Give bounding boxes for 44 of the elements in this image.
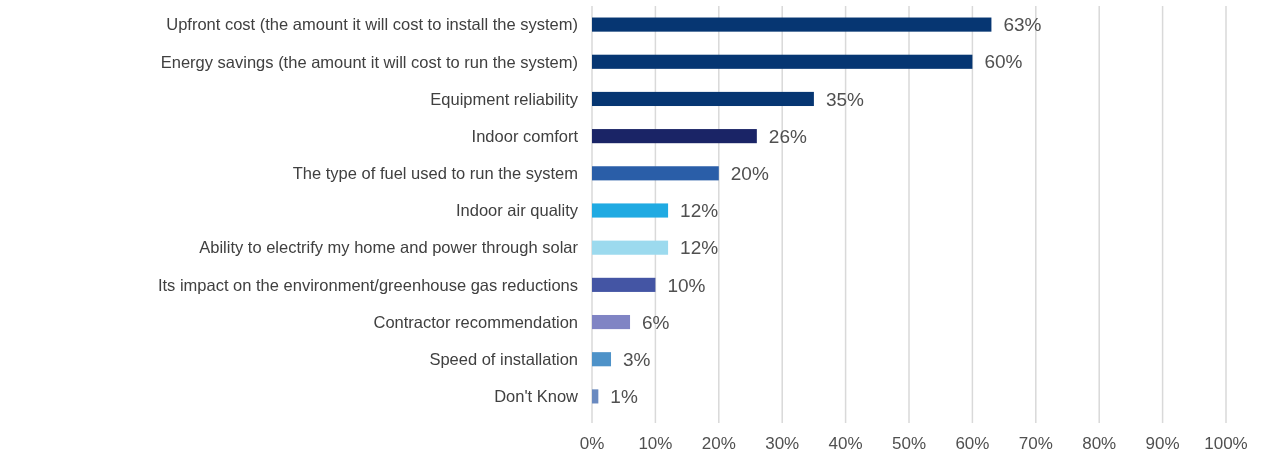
bar xyxy=(592,54,973,69)
bar xyxy=(592,129,757,144)
data-label: 26% xyxy=(768,125,807,147)
bar xyxy=(592,240,669,255)
x-tick-label: 80% xyxy=(1082,434,1117,453)
x-tick-label: 100% xyxy=(1204,434,1248,453)
data-label: 12% xyxy=(680,200,719,222)
bar xyxy=(592,389,599,404)
x-tick-label: 60% xyxy=(955,434,990,453)
data-label: 12% xyxy=(680,237,719,259)
y-tick-label: Energy savings (the amount it will cost to run the system) xyxy=(160,52,578,71)
x-tick-label: 30% xyxy=(765,434,800,453)
x-tick-label: 0% xyxy=(579,434,605,453)
bar xyxy=(592,91,814,107)
x-tick-label: 90% xyxy=(1145,434,1180,453)
x-tick-label: 10% xyxy=(638,434,673,453)
y-tick-label: Upfront cost (the amount it will cost to install the system) xyxy=(166,15,578,34)
x-tick-label: 50% xyxy=(891,434,927,453)
bar xyxy=(592,314,631,330)
y-tick-label: Indoor comfort xyxy=(471,126,579,145)
x-tick-label: 70% xyxy=(1018,434,1053,453)
bar xyxy=(592,166,719,181)
bar xyxy=(592,352,612,367)
data-label: 63% xyxy=(1003,14,1042,36)
x-tick-label: 20% xyxy=(701,434,736,453)
y-tick-label: The type of fuel used to run the system xyxy=(292,164,578,183)
y-tick-label: Don't Know xyxy=(494,387,579,406)
y-tick-label: Ability to electrify my home and power through solar xyxy=(199,238,579,257)
bar xyxy=(592,203,669,218)
data-label: 10% xyxy=(667,274,706,296)
bar xyxy=(592,17,992,32)
y-tick-label: Contractor recommendation xyxy=(373,312,578,331)
data-label: 35% xyxy=(825,88,865,110)
y-tick-label: Its impact on the environment/greenhouse gas reductions xyxy=(157,275,578,294)
data-label: 1% xyxy=(610,386,638,408)
data-label: 60% xyxy=(984,51,1023,73)
y-tick-label: Equipment reliability xyxy=(430,89,579,108)
data-label: 20% xyxy=(730,162,769,184)
x-tick-label: 40% xyxy=(828,434,863,453)
y-tick-label: Indoor air quality xyxy=(456,201,579,220)
data-label: 6% xyxy=(642,311,670,333)
data-label: 3% xyxy=(623,348,651,370)
y-tick-label: Speed of installation xyxy=(429,350,578,368)
bar xyxy=(592,277,656,292)
